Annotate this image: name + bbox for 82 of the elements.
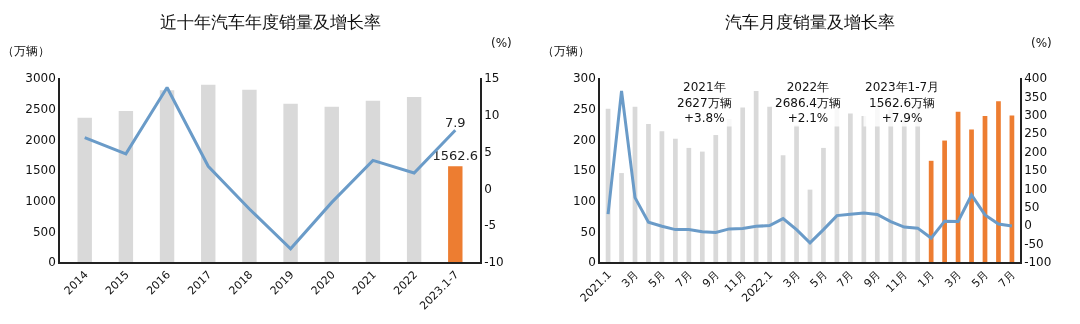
- annotation: 2021年 2627万辆 +3.8%: [677, 80, 732, 126]
- bar: [118, 111, 134, 262]
- bar: [861, 116, 867, 262]
- x-tick-label: 3月: [942, 268, 965, 291]
- bar: [821, 147, 826, 262]
- bar: [699, 151, 705, 262]
- y-tick-label: 150: [572, 163, 596, 178]
- annotation: 2022年 2686.4万辆 +2.1%: [775, 80, 841, 126]
- bar: [673, 138, 678, 262]
- y2-axis-title: (%): [491, 36, 512, 50]
- y2-tick-label: 10: [484, 108, 500, 122]
- y-tick-label: 200: [572, 132, 596, 147]
- x-tick-label: 9月: [699, 268, 722, 291]
- y2-tick-label: 250: [1024, 126, 1048, 141]
- x-tick-label: 5月: [807, 268, 830, 291]
- bar: [767, 106, 772, 262]
- bar: [740, 107, 746, 262]
- bar: [848, 113, 853, 262]
- y2-tick-label: 200: [1024, 144, 1048, 159]
- bar: [646, 124, 651, 262]
- y-tick-label: 2000: [25, 132, 56, 147]
- data-label: 7.9: [444, 115, 466, 131]
- y-tick-label: 300: [572, 71, 596, 86]
- bar: [969, 129, 974, 262]
- x-tick-label: 7月: [834, 268, 857, 291]
- x-tick-label: 7月: [996, 268, 1018, 291]
- y2-axis-title: (%): [1031, 36, 1052, 50]
- bar: [365, 100, 381, 262]
- y2-tick-label: 400: [1024, 71, 1048, 86]
- y-tick-label: 0: [48, 255, 56, 270]
- chart-title: 汽车月度销量及增长率: [725, 12, 895, 33]
- bar: [794, 125, 799, 262]
- bar: [324, 106, 339, 262]
- y2-tick-label: -50: [1024, 236, 1044, 251]
- x-tick-label: 5月: [969, 268, 992, 291]
- bar: [77, 117, 92, 262]
- annotation: 2023年1-7月 1562.6万辆 +7.9%: [865, 80, 940, 126]
- bar: [753, 90, 759, 262]
- x-tick-label: 11月: [883, 268, 911, 296]
- y-tick-label: 500: [32, 224, 56, 239]
- x-tick-label: 1月: [915, 268, 938, 291]
- y-tick-label: 2500: [25, 101, 56, 116]
- bar: [996, 101, 1001, 262]
- y-tick-label: 0: [588, 255, 596, 270]
- bar: [686, 147, 692, 262]
- y2-tick-label: 5: [484, 144, 492, 159]
- y2-tick-label: 15: [484, 71, 500, 86]
- y2-tick-label: 0: [1024, 218, 1032, 233]
- x-tick-label: 5月: [646, 268, 668, 291]
- bar: [201, 84, 216, 262]
- y-tick-label: 50: [580, 224, 596, 239]
- y2-tick-label: 300: [1024, 108, 1048, 122]
- y2-tick-label: 50: [1024, 200, 1040, 214]
- bar: [942, 140, 947, 262]
- y-tick-label: 3000: [25, 71, 56, 86]
- y-tick-label: 100: [572, 193, 596, 208]
- x-tick-label: 3月: [619, 268, 642, 291]
- y2-tick-label: 100: [1024, 181, 1048, 196]
- bar: [406, 97, 422, 262]
- data-label: 1562.6: [432, 148, 479, 164]
- y-tick-label: 250: [572, 101, 596, 116]
- chart-title: 近十年汽车年度销量及增长率: [159, 12, 381, 33]
- bar: [448, 166, 463, 262]
- y2-tick-label: 0: [484, 181, 492, 196]
- y-tick-label: 1500: [25, 163, 56, 178]
- y2-tick-label: -10: [484, 255, 504, 270]
- y-axis-title: （万辆）: [2, 44, 50, 58]
- y-axis-title: （万辆）: [542, 44, 590, 58]
- y2-tick-label: -100: [1024, 255, 1052, 270]
- bar: [928, 160, 934, 262]
- y-tick-label: 1000: [25, 193, 56, 208]
- bar: [242, 89, 257, 262]
- x-tick-label: 9月: [861, 268, 884, 291]
- y2-tick-label: 350: [1024, 89, 1048, 104]
- bar: [713, 135, 719, 262]
- x-tick-label: 7月: [672, 268, 695, 291]
- bar: [283, 103, 298, 262]
- y2-tick-label: -5: [484, 218, 497, 233]
- y2-tick-label: 150: [1024, 163, 1048, 178]
- bar: [159, 90, 175, 262]
- bar: [619, 173, 624, 262]
- x-tick-label: 3月: [780, 268, 803, 291]
